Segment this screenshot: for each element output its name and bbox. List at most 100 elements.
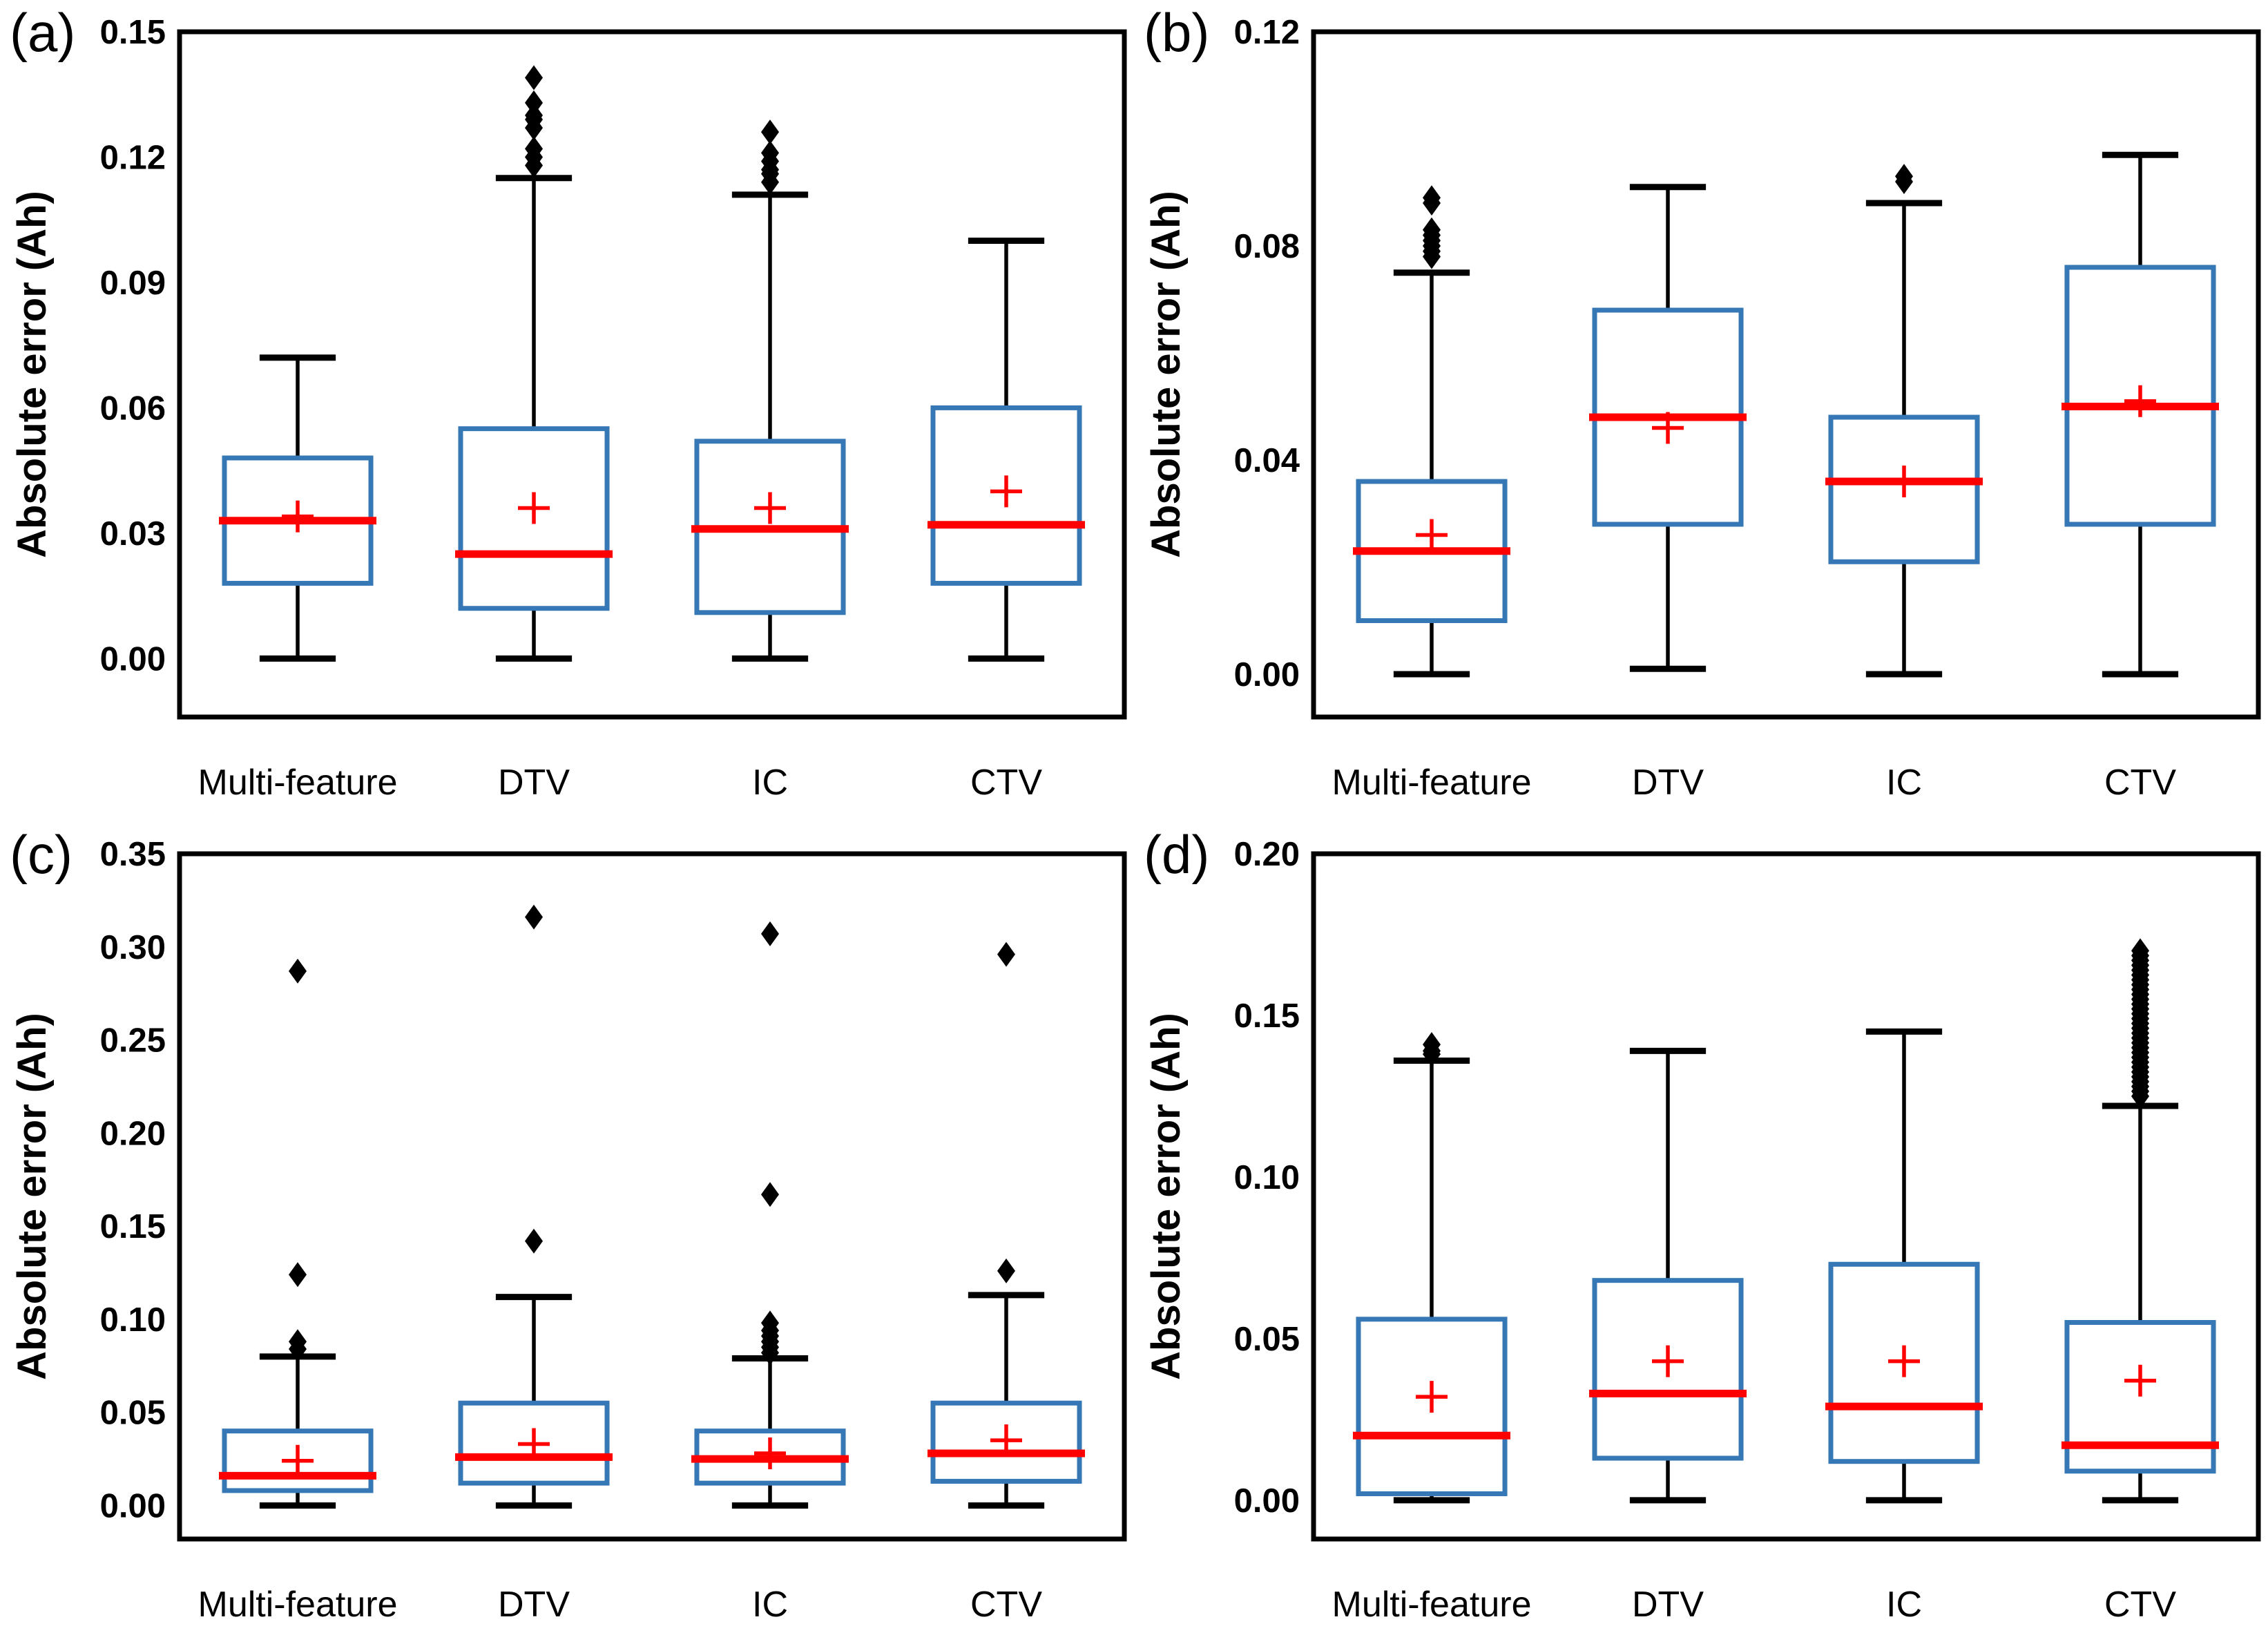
y-tick-label: 0.04 <box>1234 442 1300 479</box>
y-tick-label: 0.25 <box>100 1022 166 1060</box>
box-plot-group-dtv <box>454 904 613 1509</box>
outlier-point <box>525 115 543 141</box>
y-tick-label: 0.10 <box>100 1301 166 1339</box>
outlier-point <box>761 120 779 145</box>
x-category-label: DTV <box>1632 1585 1704 1625</box>
mean-marker <box>518 492 550 524</box>
box-plot-group-ctv <box>2061 151 2220 678</box>
x-category-label: CTV <box>970 1585 1042 1625</box>
y-tick-label: 0.00 <box>1234 656 1300 694</box>
outlier-point <box>289 1337 307 1362</box>
x-category-label: DTV <box>498 1585 570 1625</box>
mean-marker <box>282 500 314 533</box>
box-plot-group-ic <box>691 120 849 662</box>
box-plot-group-ic <box>1825 1028 1983 1504</box>
x-category-label: CTV <box>2104 1585 2176 1625</box>
box-plot-group-dtv <box>1588 184 1747 672</box>
mean-marker <box>2124 1364 2156 1397</box>
box-plot-group-multi-feature <box>1352 185 1511 678</box>
x-category-label: Multi-feature <box>1332 763 1532 803</box>
box-plot-group-dtv <box>454 65 613 662</box>
box-plot-group-ic <box>691 921 849 1509</box>
box-plot-group-ctv <box>2061 938 2220 1504</box>
plot-frame <box>177 29 1127 720</box>
panel-a-chart: 0.00 0.03 0.06 0.09 0.12 0.15 Absolute error (… <box>10 14 1127 803</box>
box-plot-group-multi-feature <box>218 958 377 1509</box>
y-tick-label: 0.06 <box>100 390 166 427</box>
mean-marker <box>282 1444 314 1477</box>
x-category-label: DTV <box>498 763 570 803</box>
panel-a: (a) 0.00 0.03 0.06 0.09 0.12 0.15 Absolute err… <box>0 0 1134 822</box>
outlier-point <box>525 65 543 90</box>
x-category-label: IC <box>1886 763 1922 803</box>
y-tick-label: 0.08 <box>1234 228 1300 265</box>
panel-c-chart: 0.00 0.05 0.10 0.15 0.20 0.25 0.30 0.35 Absolute… <box>10 836 1127 1625</box>
plot-frame <box>177 851 1127 1542</box>
x-category-label: CTV <box>970 763 1042 803</box>
panel-b: (b) 0.00 0.04 0.08 0.12 Absolute error (Ah) M… <box>1134 0 2268 822</box>
y-tick-label: 0.05 <box>100 1395 166 1432</box>
outlier-point <box>997 1258 1015 1283</box>
outlier-point <box>761 1340 779 1366</box>
y-tick-label: 0.12 <box>1234 14 1300 51</box>
panel-b-chart: 0.00 0.04 0.08 0.12 Absolute error (Ah) Multi… <box>1144 14 2261 803</box>
mean-marker <box>1888 1345 1920 1377</box>
box-plot-group-multi-feature <box>218 354 377 662</box>
x-category-label: Multi-feature <box>198 763 398 803</box>
y-tick-label: 0.00 <box>100 640 166 678</box>
outlier-point <box>1423 244 1441 269</box>
panel-a-label: (a) <box>10 2 76 63</box>
x-category-label: IC <box>752 763 788 803</box>
y-tick-label: 0.00 <box>100 1487 166 1524</box>
mean-marker <box>1652 412 1684 444</box>
mean-marker <box>1888 466 1920 497</box>
outlier-point <box>1423 191 1441 216</box>
mean-marker <box>990 475 1022 508</box>
y-axis-label: Absolute error (Ah) <box>10 1013 55 1380</box>
x-category-label: Multi-feature <box>198 1585 398 1625</box>
mean-marker <box>1652 1345 1684 1377</box>
y-tick-label: 0.20 <box>1234 836 1300 873</box>
mean-marker <box>1416 519 1448 551</box>
outlier-point <box>525 90 543 115</box>
outlier-point <box>1895 169 1913 194</box>
outlier-point <box>289 1262 307 1288</box>
y-axis-label: Absolute error (Ah) <box>1144 1013 1189 1380</box>
panel-d-label: (d) <box>1144 824 1210 885</box>
box-plot-group-dtv <box>1588 1047 1747 1504</box>
outlier-point <box>525 904 543 930</box>
outlier-point <box>1423 1032 1441 1058</box>
x-category-label: DTV <box>1632 763 1704 803</box>
y-tick-label: 0.15 <box>100 14 166 51</box>
outlier-point <box>761 921 779 946</box>
y-axis-label: Absolute error (Ah) <box>10 191 55 558</box>
mean-marker <box>754 1437 786 1469</box>
mean-marker <box>518 1428 550 1460</box>
x-category-label: IC <box>752 1585 788 1625</box>
y-tick-label: 0.30 <box>100 929 166 966</box>
outlier-point <box>761 169 779 195</box>
x-category-label: IC <box>1886 1585 1922 1625</box>
outlier-point <box>525 1228 543 1254</box>
x-category-label: CTV <box>2104 763 2176 803</box>
panel-c-label: (c) <box>10 824 73 885</box>
y-tick-label: 0.00 <box>1234 1482 1300 1520</box>
y-tick-label: 0.09 <box>100 265 166 302</box>
box-plot-group-ctv <box>927 237 1086 662</box>
plot-frame <box>1311 851 2261 1542</box>
y-tick-label: 0.10 <box>1234 1159 1300 1196</box>
outlier-point <box>761 1182 779 1207</box>
x-category-label: Multi-feature <box>1332 1585 1532 1625</box>
panel-b-label: (b) <box>1144 2 1210 63</box>
y-axis-label: Absolute error (Ah) <box>1144 191 1189 558</box>
mean-marker <box>1416 1381 1448 1413</box>
box-plot-group-ctv <box>927 942 1086 1509</box>
y-tick-label: 0.35 <box>100 836 166 873</box>
box-plot-group-multi-feature <box>1352 1032 1511 1504</box>
outlier-point <box>997 942 1015 967</box>
outlier-point <box>289 958 307 984</box>
y-tick-label: 0.12 <box>100 139 166 176</box>
y-tick-label: 0.03 <box>100 515 166 553</box>
outlier-point <box>525 153 543 178</box>
